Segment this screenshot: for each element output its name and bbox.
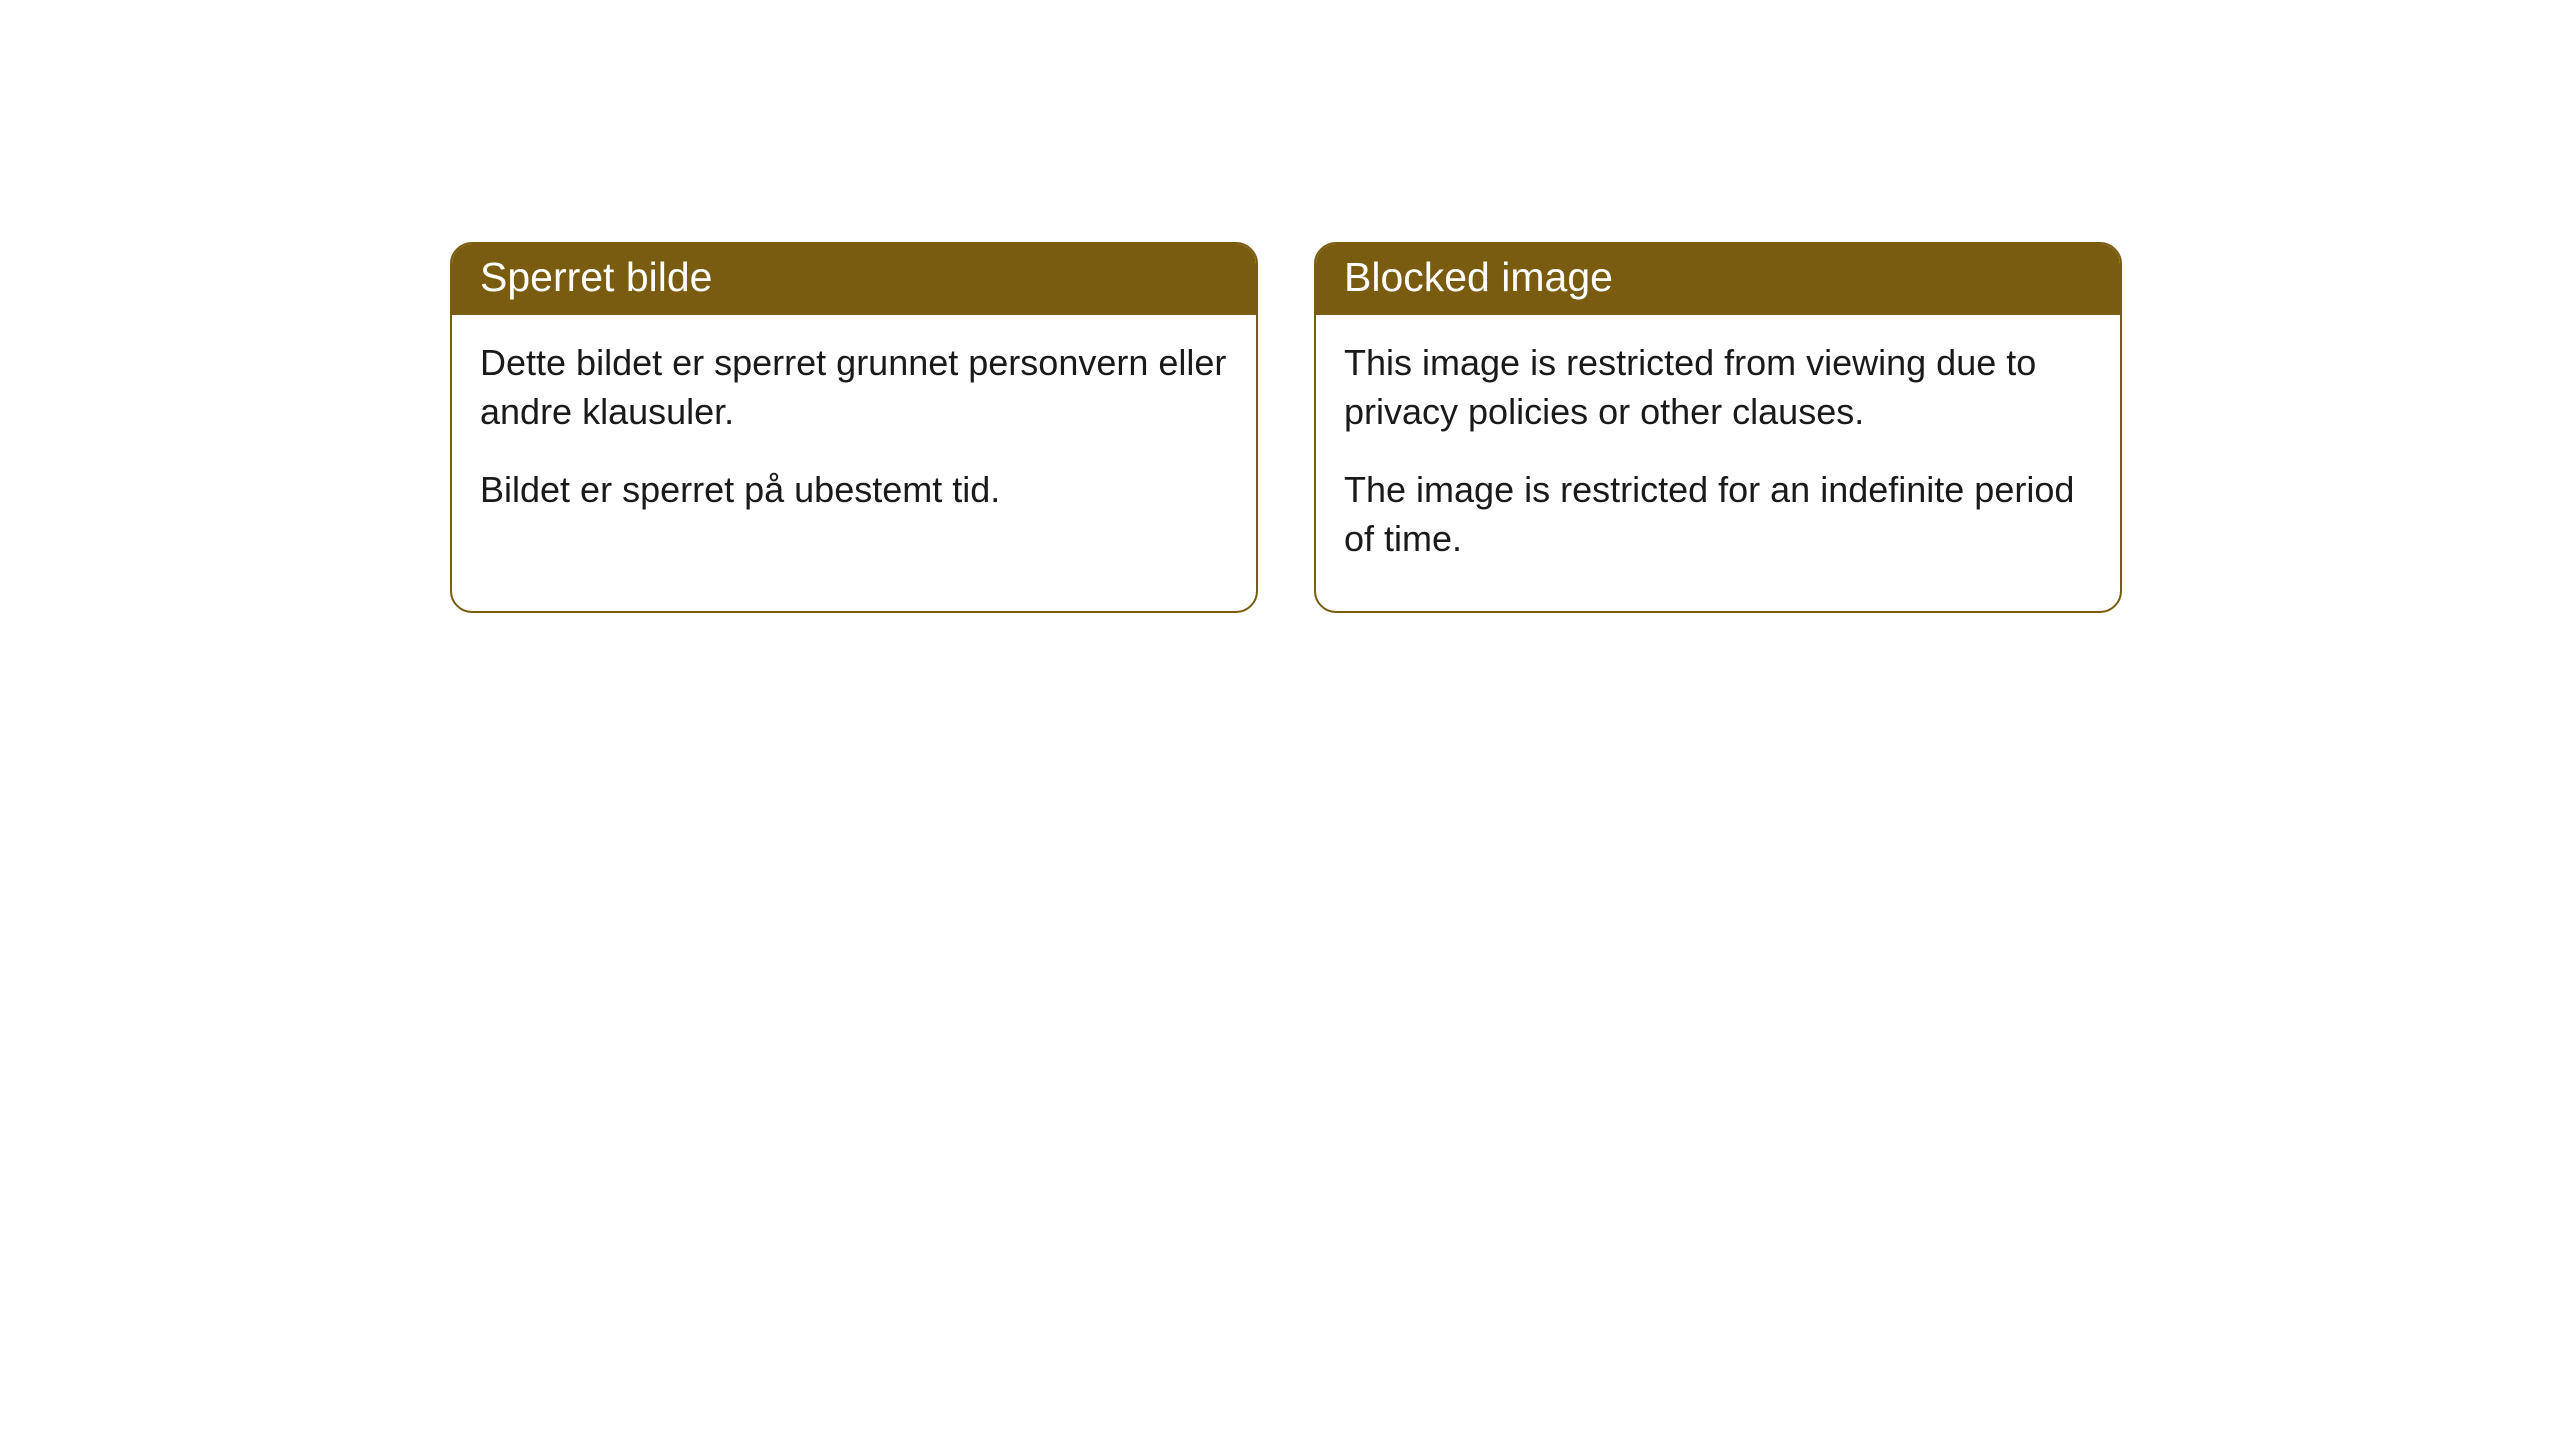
card-paragraph-2-no: Bildet er sperret på ubestemt tid.: [480, 466, 1228, 515]
card-paragraph-2-en: The image is restricted for an indefinit…: [1344, 466, 2092, 563]
card-body-en: This image is restricted from viewing du…: [1316, 315, 2120, 611]
card-paragraph-1-en: This image is restricted from viewing du…: [1344, 339, 2092, 436]
card-header-en: Blocked image: [1316, 244, 2120, 315]
card-body-no: Dette bildet er sperret grunnet personve…: [452, 315, 1256, 563]
card-header-no: Sperret bilde: [452, 244, 1256, 315]
card-paragraph-1-no: Dette bildet er sperret grunnet personve…: [480, 339, 1228, 436]
blocked-image-card-no: Sperret bilde Dette bildet er sperret gr…: [450, 242, 1258, 613]
notice-cards-container: Sperret bilde Dette bildet er sperret gr…: [450, 242, 2122, 613]
blocked-image-card-en: Blocked image This image is restricted f…: [1314, 242, 2122, 613]
